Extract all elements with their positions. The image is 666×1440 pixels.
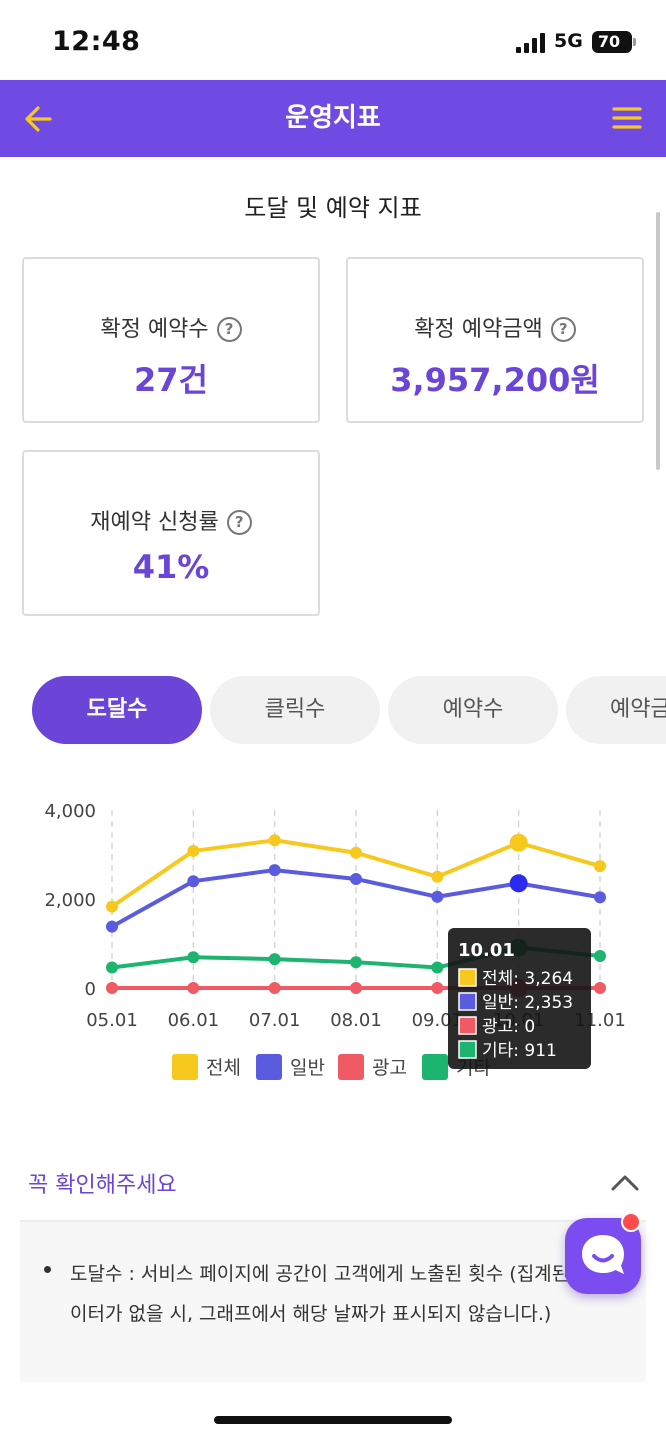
data-point: [350, 872, 362, 885]
data-point: [350, 846, 362, 859]
battery-icon: 70: [592, 31, 636, 53]
data-point: [431, 961, 444, 974]
tab-bookings[interactable]: 예약수: [388, 676, 558, 744]
network-label: 5G: [554, 30, 583, 52]
metric-card-confirmed-bookings: 확정 예약수? 27건: [22, 257, 320, 423]
tooltip-swatch: [458, 1040, 477, 1059]
tooltip-title: 10.01: [458, 940, 515, 961]
metric-label-text: 재예약 신청률: [90, 510, 219, 535]
data-point: [268, 834, 281, 847]
y-tick-label: 0: [85, 979, 96, 1000]
data-point: [187, 875, 200, 888]
home-indicator: [214, 1416, 452, 1424]
legend-swatch: [422, 1054, 448, 1080]
help-icon[interactable]: ?: [226, 510, 252, 535]
scrollbar[interactable]: [656, 212, 660, 470]
hamburger-menu-icon[interactable]: [608, 101, 646, 135]
battery-level: 70: [597, 32, 621, 51]
data-point: [268, 982, 281, 994]
x-tick-label: 06.01: [168, 1010, 220, 1031]
reach-line-chart[interactable]: 02,0004,00005.0106.0107.0108.0109.0110.0…: [0, 770, 666, 1100]
metric-value: 41%: [132, 548, 210, 586]
data-point: [268, 864, 281, 877]
metric-label: 확정 예약수?: [24, 311, 318, 343]
y-tick-label: 4,000: [44, 801, 96, 822]
data-point: [350, 956, 362, 969]
metric-label: 확정 예약금액?: [348, 311, 642, 343]
metric-tabs: 도달수 클릭수 예약수 예약금액: [0, 676, 666, 746]
data-point: [594, 860, 606, 873]
chat-button[interactable]: [565, 1212, 641, 1294]
x-tick-label: 07.01: [249, 1010, 301, 1031]
data-point: [106, 920, 118, 933]
notice-title[interactable]: 꼭 확인해주세요: [28, 1173, 177, 1198]
chat-bubble-icon: [582, 1235, 624, 1274]
data-point: [594, 949, 606, 962]
help-icon[interactable]: ?: [216, 317, 242, 342]
data-point: [106, 900, 118, 913]
status-bar: 12:48 5G 70: [0, 0, 666, 80]
tab-reach[interactable]: 도달수: [32, 676, 202, 744]
data-point: [106, 961, 118, 974]
notice-text: 도달수 : 서비스 페이지에 공간이 고객에게 노출된 횟수 (집계된 데이터가…: [70, 1263, 593, 1325]
legend-swatch: [172, 1054, 198, 1080]
app-header: 운영지표: [0, 80, 666, 157]
legend-swatch: [256, 1054, 282, 1080]
x-tick-label: 05.01: [86, 1010, 138, 1031]
status-time: 12:48: [52, 26, 141, 57]
tab-booking-amount[interactable]: 예약금액: [566, 676, 666, 744]
divider: [20, 1220, 646, 1222]
data-point: [431, 982, 444, 994]
metric-card-confirmed-amount: 확정 예약금액? 3,957,200원: [346, 257, 644, 423]
data-point: [268, 953, 281, 966]
metric-value: 27건: [134, 361, 208, 399]
tooltip-box: [448, 928, 591, 1069]
notice-box: 도달수 : 서비스 페이지에 공간이 고객에게 노출된 횟수 (집계된 데이터가…: [20, 1222, 646, 1382]
tab-clicks[interactable]: 클릭수: [210, 676, 380, 744]
metric-value: 3,957,200원: [390, 361, 600, 399]
help-icon[interactable]: ?: [550, 317, 576, 342]
data-point: [187, 982, 200, 994]
section-title: 도달 및 예약 지표: [244, 194, 422, 222]
x-tick-label: 08.01: [330, 1010, 382, 1031]
legend-label: 일반: [290, 1057, 325, 1079]
page-title: 운영지표: [285, 103, 381, 133]
data-point: [431, 890, 444, 903]
tooltip-row: 기타: 911: [482, 1041, 557, 1061]
bullet: [44, 1266, 51, 1273]
legend-swatch: [338, 1054, 364, 1080]
tooltip-swatch: [458, 1016, 477, 1035]
data-point: [187, 844, 200, 857]
tooltip-swatch: [458, 968, 477, 987]
metric-label-text: 확정 예약금액: [414, 317, 543, 342]
data-point: [509, 874, 528, 893]
legend-label: 광고: [372, 1057, 407, 1079]
metric-label-text: 확정 예약수: [100, 317, 209, 342]
data-point: [431, 870, 444, 883]
tooltip-row: 일반: 2,353: [482, 993, 573, 1013]
y-tick-label: 2,000: [44, 890, 96, 911]
metric-card-rebooking-rate: 재예약 신청률? 41%: [22, 450, 320, 616]
data-point: [350, 982, 362, 994]
tooltip-swatch: [458, 992, 477, 1011]
data-point: [187, 951, 200, 964]
chevron-up-icon[interactable]: [608, 1170, 642, 1196]
legend-label: 전체: [206, 1057, 241, 1079]
notification-dot: [621, 1212, 641, 1232]
signal-icon: [516, 33, 548, 53]
back-arrow-icon[interactable]: [20, 99, 60, 139]
tooltip-row: 광고: 0: [482, 1017, 535, 1037]
tooltip-row: 전체: 3,264: [482, 969, 573, 989]
metric-label: 재예약 신청률?: [24, 504, 318, 536]
data-point: [594, 891, 606, 904]
data-point: [594, 982, 606, 994]
data-point: [106, 982, 118, 994]
data-point: [509, 833, 528, 852]
